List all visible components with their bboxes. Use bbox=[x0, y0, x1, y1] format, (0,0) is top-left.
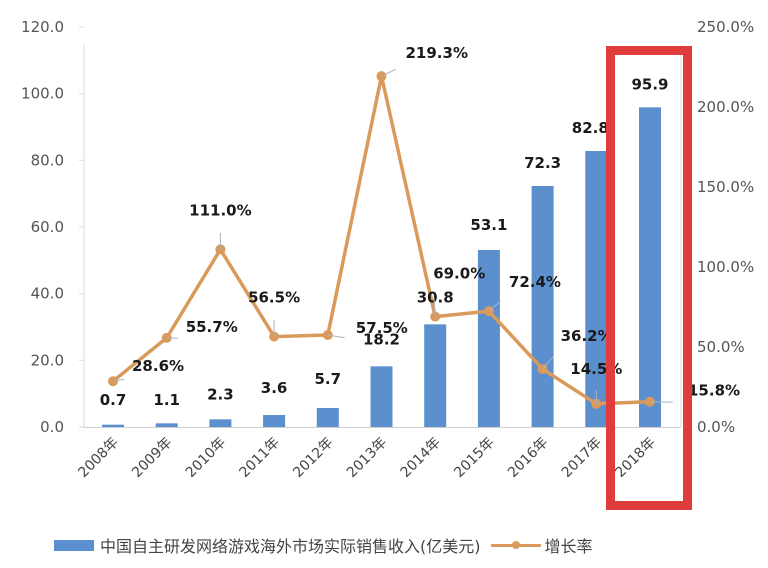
bar bbox=[156, 423, 178, 427]
bar bbox=[209, 419, 231, 427]
bar-value-label: 72.3 bbox=[524, 154, 561, 172]
growth-value-label: 69.0% bbox=[433, 265, 485, 283]
growth-value-label: 56.5% bbox=[248, 289, 300, 307]
left-axis-tick: 20.0 bbox=[31, 351, 64, 369]
left-axis-tick: 60.0 bbox=[31, 218, 64, 236]
bar-value-label: 1.1 bbox=[153, 391, 180, 409]
x-axis-tick: 2014年 bbox=[398, 435, 444, 481]
bar-swatch-icon bbox=[54, 540, 94, 551]
right-axis-tick: 50.0% bbox=[697, 338, 745, 356]
legend: 中国自主研发网络游戏海外市场实际销售收入(亿美元) 增长率 bbox=[54, 533, 603, 557]
growth-value-label: 111.0% bbox=[189, 201, 251, 219]
bar bbox=[371, 366, 393, 427]
x-axis-tick: 2018年 bbox=[612, 435, 658, 481]
growth-value-label: 72.4% bbox=[509, 273, 561, 291]
bar-series bbox=[102, 107, 661, 427]
left-axis-tick: 100.0 bbox=[21, 85, 64, 103]
bar bbox=[263, 415, 285, 427]
bar-value-label: 5.7 bbox=[315, 370, 342, 388]
right-axis-tick: 200.0% bbox=[697, 98, 754, 116]
x-axis-tick: 2016年 bbox=[505, 435, 551, 481]
x-axis-tick: 2008年 bbox=[75, 435, 121, 481]
right-axis-tick: 0.0% bbox=[697, 418, 735, 436]
right-axis-tick: 100.0% bbox=[697, 258, 754, 276]
bar-value-label: 53.1 bbox=[470, 216, 507, 234]
legend-label-growth: 增长率 bbox=[545, 533, 593, 557]
x-axis-tick: 2017年 bbox=[559, 435, 605, 481]
right-axis-tick: 150.0% bbox=[697, 178, 754, 196]
growth-value-label: 36.2% bbox=[561, 327, 613, 345]
growth-value-label: 55.7% bbox=[186, 318, 238, 336]
line-marker-swatch-icon bbox=[491, 539, 541, 551]
bar-value-label: 3.6 bbox=[261, 379, 288, 397]
bar bbox=[585, 151, 607, 427]
bar-value-label: 2.3 bbox=[207, 385, 234, 403]
growth-value-label: 219.3% bbox=[406, 44, 468, 62]
x-axis-tick: 2012年 bbox=[290, 435, 336, 481]
left-axis-tick: 120.0 bbox=[21, 18, 64, 36]
bar-value-label: 0.7 bbox=[100, 391, 127, 409]
left-axis-tick: 0.0 bbox=[40, 418, 64, 436]
x-axis-tick: 2011年 bbox=[237, 435, 283, 481]
bar bbox=[317, 408, 339, 427]
x-axis-tick: 2013年 bbox=[344, 435, 390, 481]
x-axis-tick: 2015年 bbox=[451, 435, 497, 481]
growth-value-label: 57.5% bbox=[356, 319, 408, 337]
bar-value-label: 30.8 bbox=[417, 288, 454, 306]
legend-item-growth: 增长率 bbox=[491, 533, 593, 557]
bar bbox=[532, 186, 554, 427]
legend-item-revenue: 中国自主研发网络游戏海外市场实际销售收入(亿美元) bbox=[54, 533, 481, 557]
x-axis-tick: 2009年 bbox=[129, 435, 175, 481]
bar-value-label: 82.8 bbox=[572, 119, 609, 137]
bar bbox=[639, 107, 661, 427]
bar bbox=[424, 324, 446, 427]
growth-value-label: 28.6% bbox=[132, 357, 184, 375]
right-axis-tick: 250.0% bbox=[697, 18, 754, 36]
left-axis-tick: 40.0 bbox=[31, 285, 64, 303]
growth-value-label: 15.8% bbox=[688, 382, 740, 400]
legend-label-revenue: 中国自主研发网络游戏海外市场实际销售收入(亿美元) bbox=[100, 533, 481, 557]
bar-value-label: 95.9 bbox=[631, 75, 668, 93]
left-axis-tick: 80.0 bbox=[31, 151, 64, 169]
x-axis-tick: 2010年 bbox=[183, 435, 229, 481]
bar bbox=[102, 425, 124, 427]
